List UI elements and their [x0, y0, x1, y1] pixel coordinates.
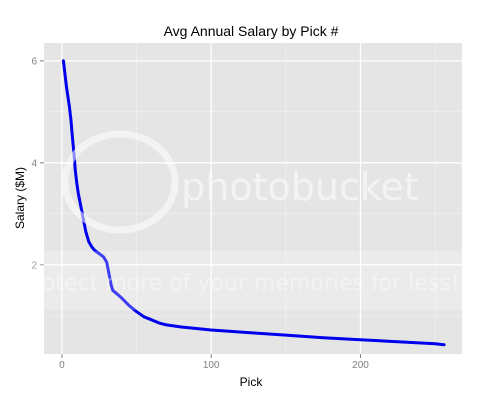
y-tick-label: 4	[31, 158, 37, 169]
watermark-banner-text: Protect more of your memories for less!	[20, 271, 459, 296]
y-tick-label: 6	[31, 56, 37, 67]
y-axis-title: Salary ($M)	[13, 167, 27, 229]
grid-lines	[44, 43, 462, 354]
x-axis-title: Pick	[240, 375, 264, 389]
axis-ticks: 0 100 200 2 4 6	[31, 56, 369, 371]
watermark-logo-icon	[61, 130, 179, 234]
watermark-banner	[0, 251, 480, 310]
x-tick-label: 100	[203, 360, 220, 371]
plot-panel	[44, 43, 462, 354]
y-tick-label: 2	[31, 260, 37, 271]
x-tick-label: 200	[352, 360, 369, 371]
chart-title: Avg Annual Salary by Pick #	[164, 23, 339, 39]
photobucket-watermark: photobucket Protect more of your memorie…	[0, 130, 480, 310]
x-tick-label: 0	[59, 360, 65, 371]
watermark-brand: photobucket	[181, 165, 419, 209]
